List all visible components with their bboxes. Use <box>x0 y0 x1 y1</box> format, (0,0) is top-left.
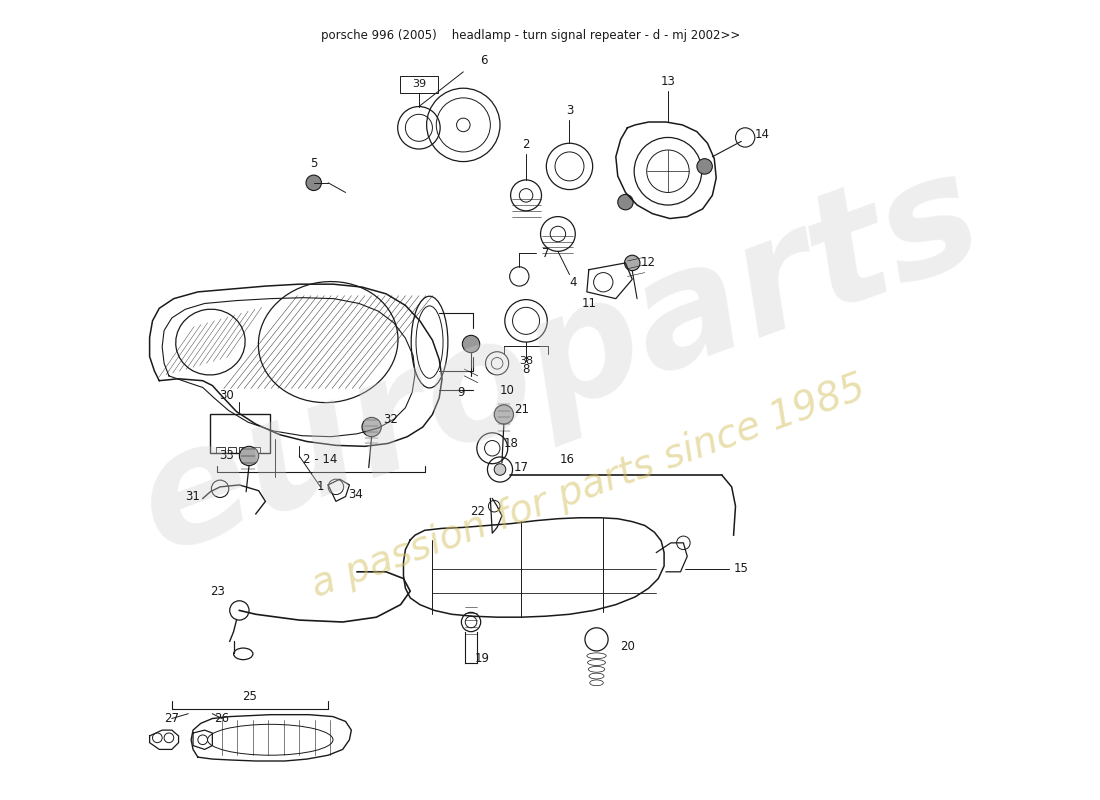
Text: 2 - 14: 2 - 14 <box>304 454 338 466</box>
Text: 6: 6 <box>480 54 487 66</box>
Bar <box>240 447 249 453</box>
Text: 15: 15 <box>734 562 749 575</box>
Text: 13: 13 <box>660 75 675 88</box>
Text: 9: 9 <box>458 386 465 398</box>
Text: 7: 7 <box>541 246 549 260</box>
Text: 12: 12 <box>641 257 656 270</box>
Bar <box>228 447 236 453</box>
Text: 5: 5 <box>310 157 318 170</box>
Text: 8: 8 <box>522 362 530 376</box>
Text: 10: 10 <box>499 384 514 397</box>
Text: 16: 16 <box>560 454 575 466</box>
Text: 25: 25 <box>243 690 257 703</box>
Text: 3: 3 <box>565 104 573 117</box>
Text: 4: 4 <box>570 276 578 289</box>
Text: 26: 26 <box>214 712 230 725</box>
Circle shape <box>462 335 480 353</box>
Text: 18: 18 <box>504 437 519 450</box>
Text: 34: 34 <box>348 488 363 501</box>
Text: 2: 2 <box>522 138 530 150</box>
Text: 14: 14 <box>755 128 770 141</box>
Bar <box>217 447 224 453</box>
Text: 31: 31 <box>186 490 200 503</box>
Text: 19: 19 <box>475 652 491 665</box>
Text: 20: 20 <box>620 640 635 653</box>
Text: 38: 38 <box>519 356 534 366</box>
Text: porsche 996 (2005)    headlamp - turn signal repeater - d - mj 2002>>: porsche 996 (2005) headlamp - turn signa… <box>321 29 740 42</box>
Bar <box>210 414 271 453</box>
Circle shape <box>494 464 506 475</box>
Text: 23: 23 <box>210 585 224 598</box>
Text: 21: 21 <box>514 403 529 416</box>
Text: 30: 30 <box>220 389 234 402</box>
Text: a passion for parts since 1985: a passion for parts since 1985 <box>307 369 871 605</box>
Text: 17: 17 <box>514 461 529 474</box>
Text: 22: 22 <box>471 505 485 518</box>
Text: 33: 33 <box>220 450 234 462</box>
Bar <box>399 76 438 93</box>
Circle shape <box>697 158 713 174</box>
Text: 39: 39 <box>411 79 426 90</box>
Text: 32: 32 <box>384 413 398 426</box>
Text: 27: 27 <box>164 712 179 725</box>
Circle shape <box>618 194 634 210</box>
Circle shape <box>240 446 258 466</box>
Text: europarts: europarts <box>119 138 1001 586</box>
Circle shape <box>306 175 321 190</box>
Circle shape <box>494 405 514 424</box>
Text: 11: 11 <box>581 297 596 310</box>
Text: 1: 1 <box>317 480 324 494</box>
Circle shape <box>625 255 640 270</box>
Circle shape <box>362 418 382 437</box>
Bar <box>251 447 260 453</box>
